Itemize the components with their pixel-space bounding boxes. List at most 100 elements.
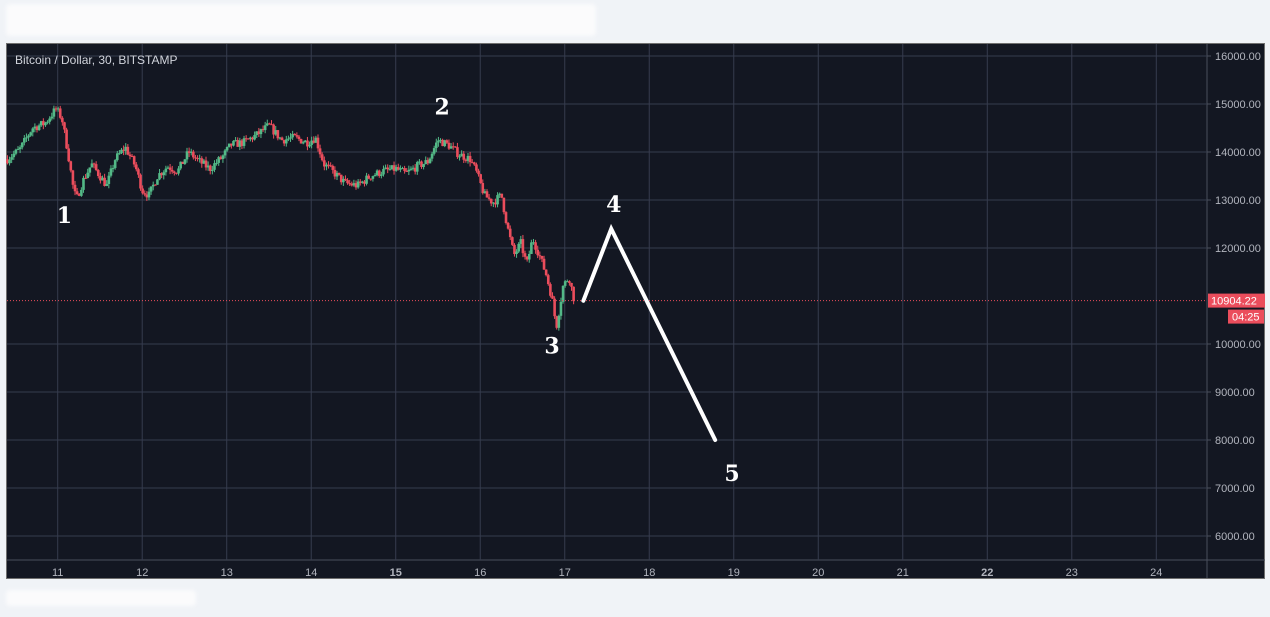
candle-body [538,255,542,257]
candle-body [46,121,49,123]
candle-body [234,140,237,142]
candle-body [375,170,379,176]
candle-body [390,165,394,170]
candle-body [293,133,297,136]
candle-body [18,147,22,150]
candle-body [219,157,223,159]
candle-body [145,194,149,198]
candle-body [396,167,400,170]
candle-body [544,269,548,276]
candle-body [249,137,252,139]
candle-body [344,178,347,181]
wave-label-4: 4 [606,192,621,218]
time-tick-label: 14 [305,567,317,579]
chart-frame[interactable] [6,43,1265,579]
price-tick-label: 14000.00 [1215,147,1261,159]
candle-body [565,281,569,283]
time-axis[interactable]: 11 12 13 14 15 16 17 18 19 20 21 22 23 24 [52,567,1162,579]
candle-body [192,151,195,158]
candle-body [382,168,385,175]
candle-body [413,167,417,172]
candle-body [187,151,191,153]
candle-body [445,140,449,143]
time-tick-label: 24 [1150,567,1162,579]
time-tick-label: 17 [559,567,571,579]
candle-body [128,154,132,157]
candle-body [301,142,305,144]
candle-body [103,177,106,186]
candle-body [173,171,176,173]
candle-body [508,228,512,238]
candle-body [33,126,37,129]
candle-body [339,174,343,183]
candle-body [521,239,525,254]
candle-body [411,167,415,169]
time-tick-label: 20 [812,567,824,579]
candle-body [430,153,434,159]
candle-body [434,142,438,149]
candle-body [426,160,430,164]
candle-body [20,142,24,148]
candle-body [532,242,535,244]
candle-body [29,132,32,136]
candle-body [451,146,455,148]
candle-body [500,193,504,198]
candle-body [464,159,468,161]
candle-body [196,157,199,159]
candle-body [361,181,364,183]
candle-body [568,281,571,283]
candle-body [225,146,229,151]
candle-body [494,202,497,205]
time-tick-label: 21 [897,567,909,579]
candle-body [523,253,527,257]
candle-body [154,184,157,186]
candle-body [437,140,440,143]
candle-body [12,153,16,158]
candle-body [331,165,335,170]
candle-body [287,138,290,140]
candle-body [511,237,514,245]
candle-body [253,135,256,140]
candle-body [371,176,375,179]
wave-label-3: 3 [544,334,559,360]
candle-body [542,258,546,270]
candle-body [158,173,161,180]
candle-body [58,108,62,118]
candle-body [134,164,138,170]
candle-body [162,172,166,176]
price-tick-label: 13000.00 [1215,195,1261,207]
candle-body [179,161,182,169]
candle-body [420,161,423,167]
time-tick-label: 11 [52,567,63,579]
candle-body [284,139,288,144]
time-tick-label: 16 [474,567,486,579]
candle-body [278,137,282,139]
candle-body [139,174,142,189]
candle-body [255,131,259,136]
candle-body [299,138,303,144]
candle-body [329,165,332,167]
candle-body [369,178,373,180]
candle-body [67,148,70,162]
price-axis[interactable]: 16000.00 15000.00 14000.00 13000.00 12000.00… [1207,51,1265,543]
candle-body [289,137,292,139]
candle-body [230,143,233,146]
candle-body [515,251,518,255]
wave-label-2: 2 [435,95,450,121]
candle-body [213,163,216,170]
candle-body [263,125,267,131]
candle-body [447,142,451,149]
candle-body [109,168,113,176]
candle-body [415,162,419,172]
wave-labels: 1 2 3 4 5 [57,95,740,487]
candle-body [208,165,212,171]
candle-body [50,116,54,119]
candle-body [513,244,516,255]
candle-body [443,140,447,147]
price-tick-label: 15000.00 [1215,99,1261,111]
candle-body [563,281,567,286]
candle-body [101,177,104,181]
wave-projection [581,223,718,442]
candle-body [16,149,20,151]
